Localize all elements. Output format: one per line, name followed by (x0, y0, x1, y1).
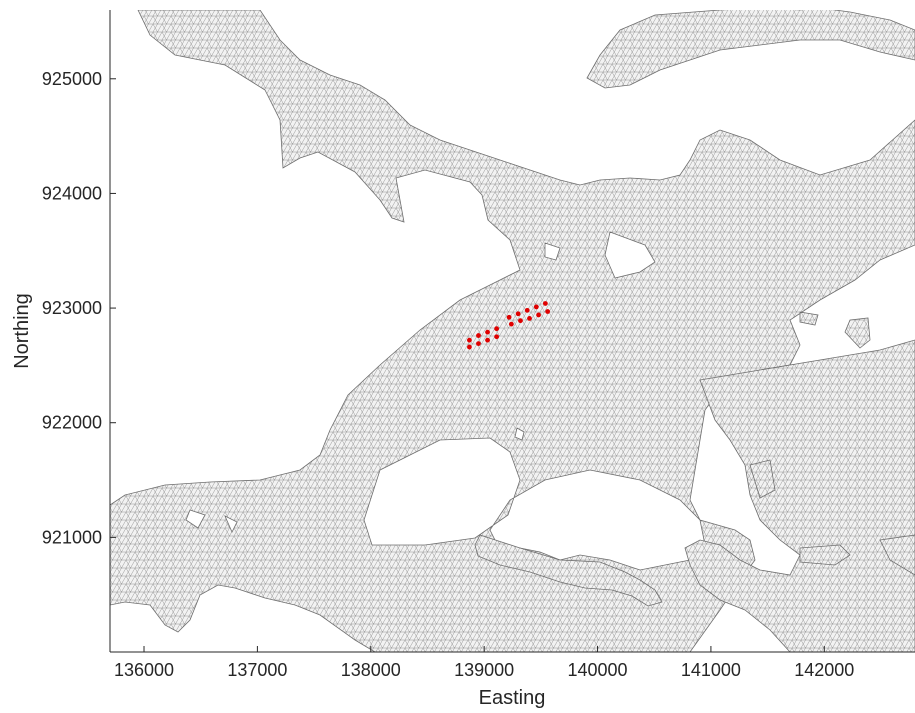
marker-point (476, 341, 481, 347)
y-tick-label: 922000 (42, 413, 102, 433)
x-axis-title: Easting (479, 687, 546, 709)
mesh-domain (110, 10, 915, 652)
axes: 136000 137000 138000 139000 140000 141000 1420… (11, 10, 915, 709)
marker-point (524, 307, 530, 313)
y-tick-label: 925000 (42, 69, 102, 89)
marker-point (485, 337, 490, 343)
x-tick-label: 140000 (567, 660, 627, 680)
marker-point (508, 321, 514, 327)
marker-point (515, 311, 521, 317)
mesh-north-island (586, 10, 915, 89)
x-tick-label: 137000 (227, 660, 287, 680)
marker-layer (467, 301, 551, 350)
triangular-mesh (110, 10, 915, 652)
x-tick-label: 136000 (114, 660, 174, 680)
marker-point (545, 309, 551, 314)
marker-point (506, 314, 512, 320)
y-tick-label: 924000 (42, 183, 102, 203)
y-tick-label: 923000 (42, 298, 102, 318)
marker-point (542, 301, 548, 306)
mesh-south-lobe (474, 534, 663, 607)
marker-point (494, 334, 500, 340)
marker-point (527, 315, 532, 321)
marker-point (533, 304, 539, 310)
x-tick-label: 138000 (341, 660, 401, 680)
x-ticks: 136000 137000 138000 139000 140000 141000 1420… (114, 646, 854, 680)
x-tick-label: 142000 (794, 660, 854, 680)
mesh-east-lobe (684, 339, 915, 652)
x-tick-label: 139000 (454, 660, 514, 680)
marker-point (494, 326, 500, 332)
marker-point (518, 318, 523, 324)
marker-point (476, 333, 481, 338)
y-tick-label: 921000 (42, 527, 102, 547)
y-axis-title: Northing (11, 293, 33, 369)
marker-point (485, 329, 490, 335)
y-ticks: 921000 922000 923000 924000 925000 (42, 69, 116, 547)
x-tick-label: 141000 (681, 660, 741, 680)
marker-point (467, 344, 472, 350)
marker-point (536, 312, 541, 318)
marker-point (467, 337, 472, 343)
